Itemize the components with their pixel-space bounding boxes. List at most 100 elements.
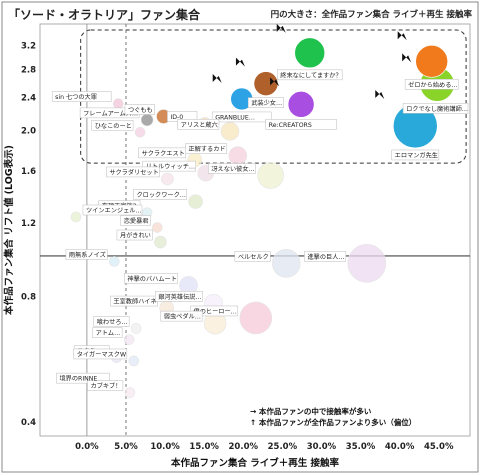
x-tick-label: 20.0% [229, 442, 259, 452]
data-label-box [87, 380, 124, 391]
data-label: GRANBLUE… [215, 114, 255, 121]
data-label-box [106, 166, 160, 178]
x-tick-label: 45.0% [424, 442, 454, 452]
data-label: 喰わせろ… [97, 318, 128, 326]
x-tick-label: 30.0% [307, 442, 337, 452]
data-label-box [211, 111, 272, 123]
data-point [253, 71, 279, 96]
data-label: 僕のヒーロー… [194, 307, 237, 315]
data-label: リトルウィッチ… [146, 163, 196, 171]
data-label-box [138, 147, 187, 159]
data-point [108, 256, 120, 267]
highlight-arrow [375, 89, 385, 99]
data-label: ベルセルク [238, 254, 269, 261]
data-label: アトム… [96, 330, 121, 337]
data-label: サクラクエスト [142, 150, 185, 157]
highlight-arrow [235, 57, 245, 67]
data-point [130, 323, 142, 334]
data-label-box [402, 103, 469, 114]
chart-title: 「ソード・オラトリア」ファン集合 [8, 8, 201, 22]
data-label-box [304, 251, 347, 262]
legend-note: → 本作品ファンの中で接触率が多い [250, 406, 372, 416]
highlight-arrow [276, 23, 286, 33]
data-label-box [234, 251, 271, 262]
data-label: 境界のRINNE [59, 375, 97, 383]
data-label-box [92, 327, 123, 338]
data-label: Re:CREATORS [269, 122, 312, 129]
data-label-box [142, 160, 196, 172]
data-point [257, 162, 284, 189]
data-label-box [208, 163, 256, 174]
highlight-arrow [270, 77, 280, 87]
data-label-box [155, 291, 203, 302]
data-point [151, 222, 163, 233]
data-label: カブキブ！ [90, 382, 121, 390]
data-label: 正解するカド [188, 145, 225, 153]
data-point [124, 387, 136, 398]
data-point [347, 244, 387, 283]
data-label-box [51, 91, 112, 102]
data-label-box [247, 97, 284, 108]
data-label-box [391, 149, 440, 161]
data-label: 弱虫ペダル… [164, 313, 201, 321]
data-point [123, 334, 135, 345]
data-label-box [73, 348, 128, 360]
y-tick-label: 1.2 [21, 219, 36, 229]
data-label: アリスと蔵六 [181, 121, 218, 129]
data-point [415, 44, 448, 78]
data-point [228, 146, 248, 165]
data-label-box [91, 120, 134, 131]
data-point [161, 172, 174, 186]
data-point [239, 301, 273, 335]
data-label-box [65, 249, 108, 260]
data-label: クロックワーク… [136, 192, 186, 199]
data-label-box [404, 79, 459, 90]
data-label-box [177, 119, 220, 130]
data-label-box [277, 69, 343, 81]
x-tick-label: 10.0% [150, 442, 180, 452]
data-point [134, 126, 146, 138]
y-tick-label: 0.8 [21, 292, 36, 302]
data-label: 終末なにしてますか？ [280, 71, 341, 79]
y-axis-label: 本作品ファン集合 リフト値 (LOG表示) [3, 145, 15, 315]
data-point [140, 113, 154, 127]
data-label: サクラダリセット [109, 168, 159, 176]
data-label: 雨無系ノイズ [69, 251, 106, 259]
data-label: 銀河英雄伝説… [158, 293, 201, 301]
data-point [287, 91, 315, 118]
data-label: つぐもも [128, 107, 153, 114]
data-label-box [56, 372, 110, 384]
data-label: ロクでなし魔術講師… [406, 105, 468, 113]
data-point [154, 235, 167, 249]
data-label: 恋愛暴君 [124, 217, 149, 225]
y-tick-label: 2.4 [21, 93, 36, 103]
highlight-arrow [212, 73, 222, 83]
data-label-box [93, 316, 130, 327]
data-label: 武装少女… [251, 99, 282, 107]
data-label: フレームアームズ… [83, 109, 138, 117]
data-point [188, 194, 203, 209]
data-point [220, 122, 240, 141]
data-label: ゼロから始める… [408, 81, 458, 89]
data-label-box [160, 310, 203, 322]
data-label: タイガーマスクW [77, 350, 126, 358]
chart-subtitle: 円の大きさ：全作品ファン集合 ライブ＋再生 接触率 [270, 10, 472, 20]
data-label: 神撃のバハムート [127, 275, 176, 283]
y-tick-label: 2.0 [21, 126, 36, 136]
data-label-box [120, 215, 151, 226]
data-label-box [124, 104, 155, 115]
x-tick-label: 0.0% [75, 442, 99, 452]
data-point [112, 98, 124, 109]
data-label-box [265, 119, 337, 130]
data-point [70, 211, 82, 223]
x-tick-label: 15.0% [189, 442, 219, 452]
data-point [128, 355, 140, 367]
x-tick-label: 35.0% [346, 442, 376, 452]
data-label-box [133, 189, 187, 200]
data-label: 冴えない彼女… [211, 165, 254, 173]
data-point [294, 37, 326, 69]
data-label: 月がきれい [120, 232, 151, 240]
plot-frame [39, 23, 471, 437]
x-tick-label: 25.0% [268, 442, 298, 452]
